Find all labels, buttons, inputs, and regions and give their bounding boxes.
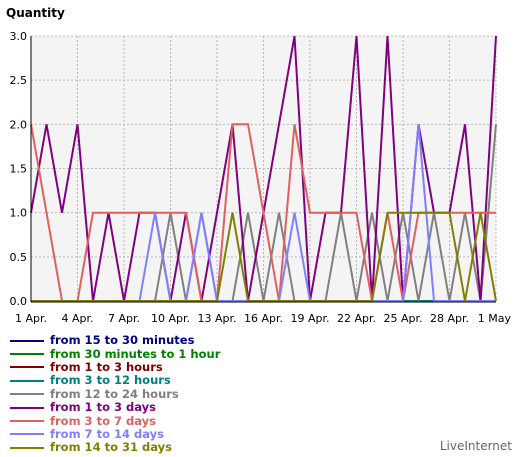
y-tick-label: 2.0 — [10, 118, 28, 131]
y-tick-label: 1.5 — [10, 163, 28, 176]
legend-swatch — [10, 393, 44, 396]
legend-label: from 15 to 30 minutes — [50, 333, 195, 348]
y-tick-label: 0.0 — [10, 295, 28, 308]
legend-swatch — [10, 366, 44, 369]
legend-item: from 30 minutes to 1 hour — [10, 347, 310, 360]
brand-label: LiveInternet — [439, 439, 512, 453]
legend-swatch — [10, 433, 44, 436]
legend-item: from 7 to 14 days — [10, 426, 310, 441]
x-tick-label: 1 May — [478, 312, 512, 325]
legend-label: from 30 minutes to 1 hour — [50, 346, 221, 361]
legend-item: from 3 to 7 days — [10, 414, 310, 427]
legend-label: from 3 to 7 days — [50, 413, 156, 428]
x-tick-label: 10 Apr. — [151, 312, 190, 325]
y-axis-label: Quantity — [6, 6, 65, 20]
x-tick-labels: 1 Apr. 4 Apr. 7 Apr. 10 Apr. 13 Apr. 16 Apr. 1… — [15, 312, 511, 325]
x-tick-label: 16 Apr. — [244, 312, 283, 325]
x-tick-label: 19 Apr. — [290, 312, 329, 325]
y-tick-labels: 0.0 0.5 1.0 1.5 2.0 2.5 3.0 — [10, 30, 28, 308]
legend-label: from 1 to 3 hours — [50, 359, 163, 374]
x-tick-label: 13 Apr. — [197, 312, 236, 325]
y-tick-label: 3.0 — [10, 30, 28, 43]
legend-swatch — [10, 406, 44, 409]
legend-item: from 1 to 3 days — [10, 401, 310, 414]
legend-label: from 1 to 3 days — [50, 400, 156, 415]
series-lines — [30, 35, 497, 302]
x-tick-label: 4 Apr. — [61, 312, 93, 325]
legend-swatch — [10, 379, 44, 382]
legend-item: from 15 to 30 minutes — [10, 334, 310, 347]
chart-canvas: Quantity 0.0 0.5 1.0 1.5 2.0 2.5 3.0 1 Apr. 4 A… — [6, 6, 511, 325]
x-tick-label: 1 Apr. — [15, 312, 47, 325]
y-tick-label: 1.0 — [10, 207, 28, 220]
series-line-from-14-to-31-days — [31, 211, 497, 302]
legend-item: from 1 to 3 hours — [10, 359, 310, 374]
legend-swatch — [10, 339, 44, 342]
legend-swatch — [10, 446, 44, 449]
legend-item: from 12 to 24 hours — [10, 386, 310, 401]
legend-label: from 7 to 14 days — [50, 426, 164, 441]
x-tick-label: 22 Apr. — [337, 312, 376, 325]
legend-label: from 3 to 12 hours — [50, 373, 171, 388]
x-tick-label: 7 Apr. — [108, 312, 140, 325]
legend-item: from 14 to 31 days — [10, 441, 310, 454]
legend-swatch — [10, 353, 44, 356]
x-tick-label: 28 Apr. — [430, 312, 469, 325]
legend-label: from 14 to 31 days — [50, 440, 172, 455]
y-tick-label: 0.5 — [10, 251, 28, 264]
y-tick-label: 2.5 — [10, 74, 28, 87]
legend: from 15 to 30 minutes from 30 minutes to … — [10, 334, 310, 455]
legend-item: from 3 to 12 hours — [10, 374, 310, 387]
x-tick-label: 25 Apr. — [383, 312, 422, 325]
legend-label: from 12 to 24 hours — [50, 386, 179, 401]
axes — [30, 36, 496, 303]
legend-swatch — [10, 420, 44, 423]
